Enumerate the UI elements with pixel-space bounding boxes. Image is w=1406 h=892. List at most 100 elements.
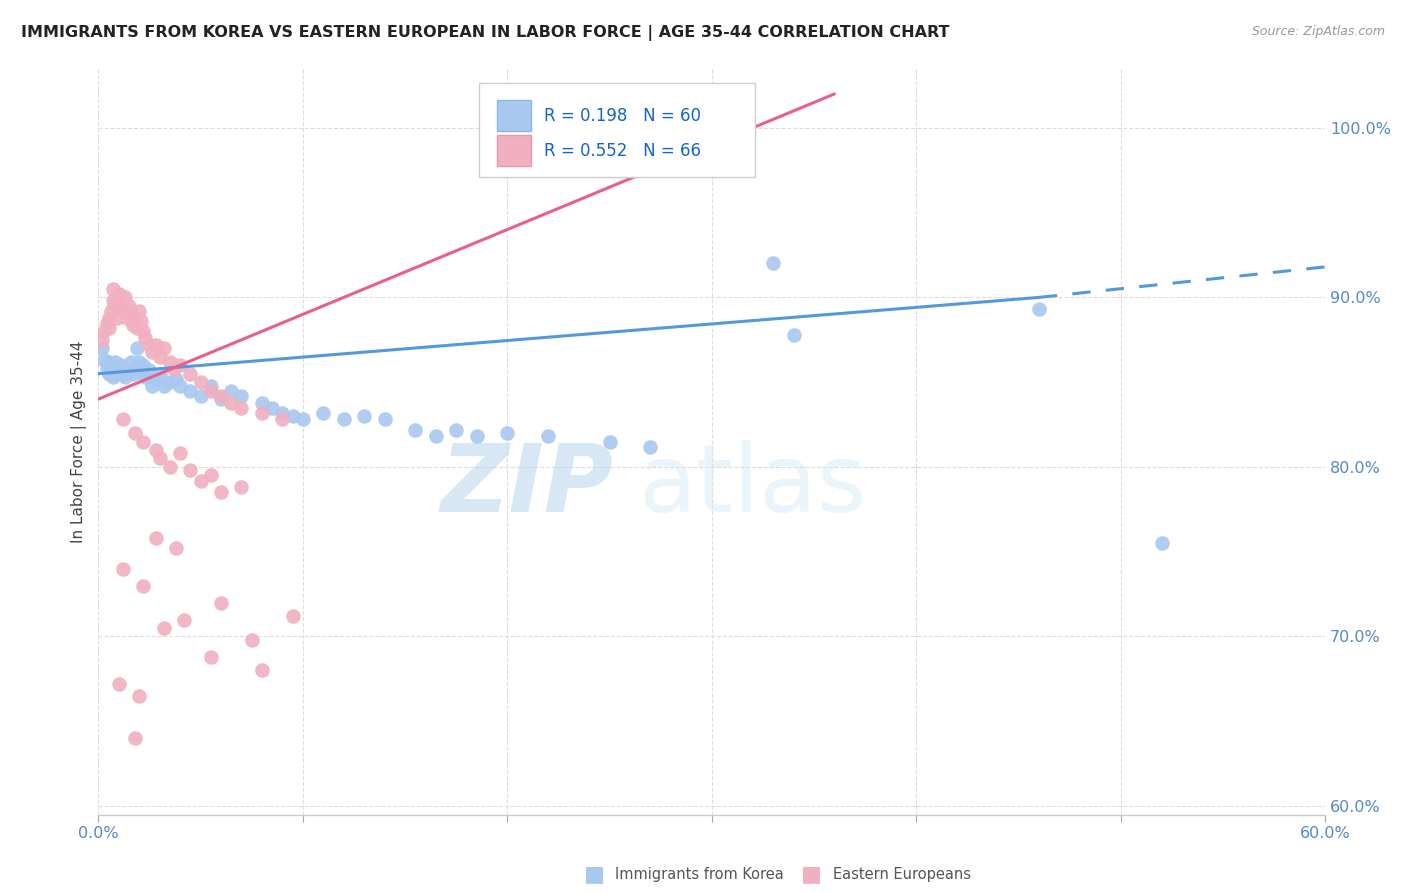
Point	[132, 324, 155, 338]
Point	[122, 367, 145, 381]
Point	[200, 468, 222, 483]
Point	[100, 358, 122, 372]
Point	[104, 355, 127, 369]
Point	[782, 327, 804, 342]
Text: ■: ■	[801, 864, 823, 884]
Point	[134, 370, 156, 384]
Point	[262, 401, 284, 415]
Point	[97, 310, 120, 325]
Point	[250, 406, 273, 420]
Point	[281, 409, 304, 423]
Point	[128, 689, 150, 703]
Point	[312, 406, 335, 420]
Point	[105, 361, 128, 376]
Point	[96, 316, 118, 330]
Point	[231, 389, 253, 403]
Point	[107, 287, 129, 301]
Point	[93, 353, 115, 368]
Point	[200, 378, 222, 392]
FancyBboxPatch shape	[498, 135, 531, 166]
Point	[127, 341, 149, 355]
Point	[169, 378, 191, 392]
Y-axis label: In Labor Force | Age 35-44: In Labor Force | Age 35-44	[72, 341, 87, 542]
Point	[250, 664, 273, 678]
Point	[149, 451, 172, 466]
Text: R = 0.198   N = 60: R = 0.198 N = 60	[544, 106, 700, 125]
Text: ZIP: ZIP	[440, 441, 613, 533]
Point	[190, 375, 212, 389]
Point	[165, 541, 187, 556]
Point	[149, 367, 172, 381]
Point	[96, 361, 118, 376]
Point	[762, 256, 785, 270]
Point	[159, 375, 181, 389]
Point	[599, 434, 621, 449]
Point	[145, 372, 167, 386]
Point	[179, 463, 201, 477]
Point	[209, 392, 232, 406]
Point	[101, 293, 124, 308]
Point	[134, 331, 156, 345]
Point	[281, 609, 304, 624]
Point	[120, 355, 142, 369]
Point	[152, 378, 174, 392]
Point	[169, 358, 191, 372]
Point	[110, 358, 132, 372]
Point	[465, 429, 488, 443]
Point	[91, 333, 114, 347]
Point	[124, 361, 146, 376]
Point	[209, 596, 232, 610]
Point	[332, 412, 354, 426]
Point	[105, 310, 128, 325]
Point	[190, 389, 212, 403]
Point	[120, 307, 142, 321]
Point	[101, 363, 124, 377]
Point	[115, 361, 138, 376]
Text: Source: ZipAtlas.com: Source: ZipAtlas.com	[1251, 25, 1385, 38]
Point	[374, 412, 396, 426]
Point	[111, 562, 134, 576]
Point	[132, 434, 155, 449]
Point	[159, 355, 181, 369]
Point	[107, 677, 129, 691]
Point	[101, 370, 124, 384]
Point	[128, 304, 150, 318]
Point	[114, 370, 136, 384]
Point	[152, 341, 174, 355]
Point	[209, 485, 232, 500]
Point	[163, 361, 186, 376]
Point	[124, 425, 146, 440]
Point	[93, 324, 115, 338]
Point	[110, 299, 132, 313]
Point	[1150, 536, 1173, 550]
Point	[111, 304, 134, 318]
Point	[231, 480, 253, 494]
Point	[127, 321, 149, 335]
Point	[97, 367, 120, 381]
Text: Eastern Europeans: Eastern Europeans	[832, 867, 972, 881]
Point	[107, 365, 129, 379]
Text: ■: ■	[583, 864, 605, 884]
Point	[640, 440, 662, 454]
Point	[145, 338, 167, 352]
Point	[179, 384, 201, 398]
Point	[240, 632, 263, 647]
Point	[104, 299, 127, 313]
Point	[118, 365, 141, 379]
Point	[353, 409, 375, 423]
Point	[124, 310, 146, 325]
Point	[100, 304, 122, 318]
Point	[145, 531, 167, 545]
Point	[91, 341, 114, 355]
Point	[115, 310, 138, 325]
Point	[129, 314, 152, 328]
Point	[128, 355, 150, 369]
Point	[141, 378, 163, 392]
Text: atlas: atlas	[638, 441, 866, 533]
Point	[159, 459, 181, 474]
Text: R = 0.552   N = 66: R = 0.552 N = 66	[544, 142, 700, 160]
Point	[231, 401, 253, 415]
Point	[132, 358, 155, 372]
Point	[291, 412, 314, 426]
Point	[219, 384, 242, 398]
